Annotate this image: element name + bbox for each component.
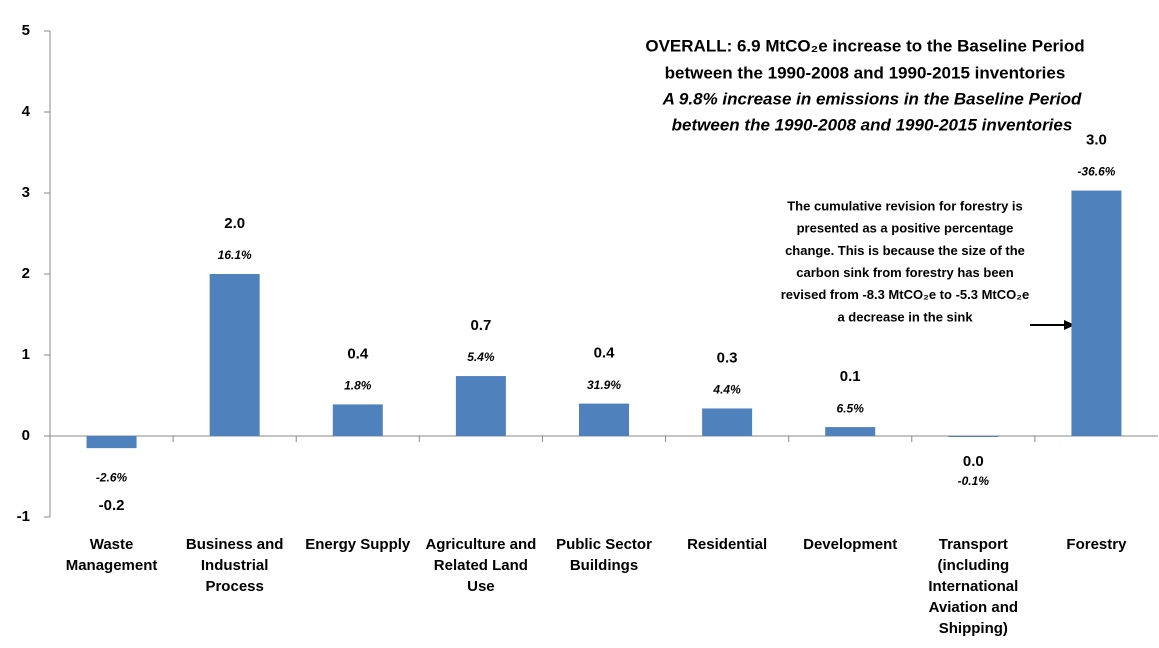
y-tick-label: 3 [22, 184, 30, 201]
y-tick-label: 1 [22, 346, 30, 363]
value-label: 0.1 [840, 368, 861, 385]
value-label: 0.4 [347, 345, 369, 362]
bar [455, 376, 506, 436]
chart-subtitle: A 9.8% increase in emissions in the Base… [662, 89, 1082, 108]
bar [825, 427, 876, 436]
arrow-head [1064, 320, 1075, 330]
percent-label: 1.8% [344, 379, 372, 393]
x-tick-label: Development [803, 536, 898, 553]
value-label: -0.2 [99, 497, 125, 514]
percent-label: -0.1% [958, 474, 990, 488]
value-label: 2.0 [224, 215, 245, 232]
y-tick-label: 0 [22, 427, 30, 444]
value-label: 0.4 [594, 345, 616, 362]
chart-subtitle: between the 1990-2008 and 1990-2015 inve… [672, 115, 1073, 134]
percent-label: 4.4% [712, 383, 741, 397]
bar [702, 408, 753, 436]
value-label: 3.0 [1086, 132, 1107, 149]
chart-title: OVERALL: 6.9 MtCO₂e increase to the Base… [645, 36, 1084, 55]
chart-title: between the 1990-2008 and 1990-2015 inve… [665, 63, 1066, 82]
x-tick-label: Public Sector Buildings [556, 536, 652, 574]
annotation: revised from -8.3 MtCO₂e to -5.3 MtCO₂e [781, 287, 1030, 302]
bar [209, 274, 260, 436]
annotation: The cumulative revision for forestry is [787, 198, 1023, 213]
annotation: presented as a positive percentage [797, 221, 1014, 236]
x-tick-label: Business and Industrial Process [185, 536, 284, 595]
value-label: 0.3 [717, 349, 738, 366]
annotation: carbon sink from forestry has been [796, 265, 1014, 280]
bar [332, 404, 383, 436]
percent-label: 16.1% [218, 248, 252, 262]
percent-label: -36.6% [1077, 165, 1115, 179]
annotation: a decrease in the sink [837, 309, 973, 324]
bar [86, 436, 137, 449]
value-label: 0.0 [963, 453, 984, 470]
percent-label: 6.5% [837, 401, 865, 415]
x-tick-label: Residential [687, 536, 768, 553]
bar [948, 436, 999, 437]
bar [579, 403, 629, 436]
x-tick-label: Forestry [1066, 536, 1127, 553]
annotation: change. This is because the size of the [785, 243, 1025, 258]
x-tick-label: Transport (including International Aviat… [928, 536, 1019, 637]
x-tick-label: Waste Management [65, 536, 158, 574]
bar [1071, 190, 1122, 436]
value-label: 0.7 [470, 317, 491, 334]
y-tick-label: 2 [22, 265, 30, 282]
percent-label: 5.4% [467, 350, 495, 364]
y-tick-label: -1 [17, 508, 30, 525]
x-tick-label: Energy Supply [305, 536, 411, 553]
y-tick-label: 4 [22, 103, 31, 120]
percent-label: 31.9% [587, 378, 621, 392]
y-tick-label: 5 [22, 22, 30, 39]
x-tick-label: Agriculture and Related Land Use [425, 536, 537, 595]
percent-label: -2.6% [96, 470, 128, 484]
